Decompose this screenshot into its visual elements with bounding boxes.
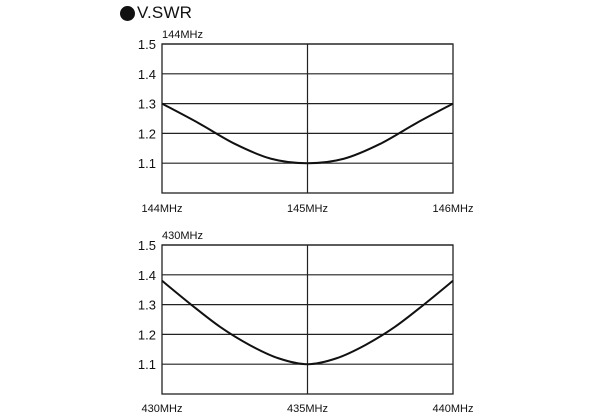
vswr-chart-1: 1.1 1.2 1.3 1.4 1.5 144MHz 145MHz 146MHz 144MHz [138,29,474,215]
vswr-curve [161,102,454,165]
y-tick-label: 1.1 [138,357,156,372]
vswr-chart-2: 1.1 1.2 1.3 1.4 1.5 430MHz 435MHz 440MHz 430MHz [138,230,474,415]
y-tick-label: 1.5 [138,238,156,253]
x-tick-label: 146MHz [433,203,474,215]
band-label: 430MHz [162,230,203,242]
y-tick-label: 1.4 [138,268,156,283]
x-tick-label: 144MHz [142,203,183,215]
vswr-curve [161,279,454,366]
x-tick-label: 145MHz [287,203,328,215]
filled-circle-icon [120,5,135,21]
y-tick-label: 1.3 [138,97,156,112]
band-label: 144MHz [162,29,203,41]
y-tick-label: 1.4 [138,67,156,82]
y-tick-label: 1.5 [138,37,156,52]
page-title: V.SWR [137,3,193,22]
x-tick-label: 430MHz [142,403,183,415]
x-tick-label: 440MHz [433,403,474,415]
chart-heading: V.SWR [120,2,192,24]
y-tick-label: 1.1 [138,156,156,171]
y-tick-label: 1.2 [138,327,156,342]
y-tick-label: 1.2 [138,126,156,141]
y-tick-label: 1.3 [138,298,156,313]
x-tick-label: 435MHz [287,403,328,415]
